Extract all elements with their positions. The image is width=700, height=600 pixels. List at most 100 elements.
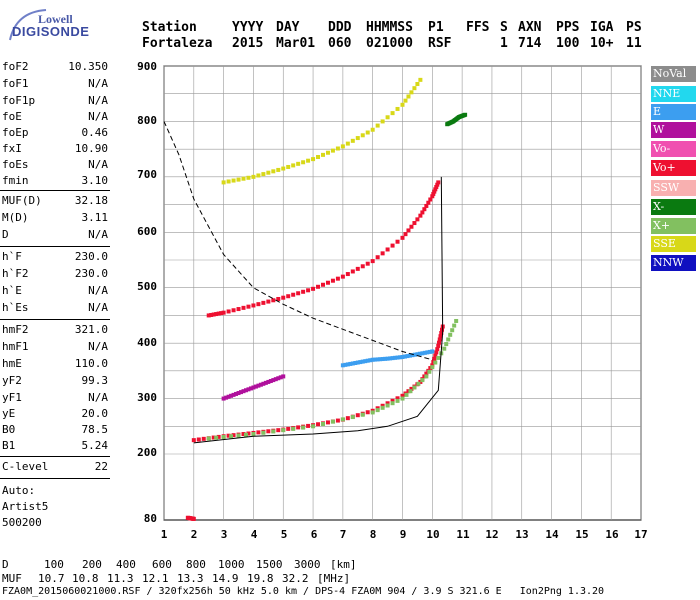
data-point	[360, 133, 365, 138]
data-point	[424, 203, 429, 208]
data-point	[246, 431, 251, 436]
data-point	[437, 337, 442, 342]
data-point	[444, 342, 449, 347]
param-label: foF1	[2, 77, 29, 90]
legend-item-nnw: NNW	[651, 255, 696, 271]
header-iga-label: IGA	[590, 20, 614, 35]
data-point	[330, 148, 335, 153]
data-point	[263, 380, 268, 385]
header-iga-value: 10+	[590, 36, 614, 51]
data-point	[430, 349, 435, 354]
data-point	[373, 357, 378, 362]
data-point	[216, 311, 221, 316]
logo-digisonde: DIGISONDE	[12, 24, 90, 39]
data-point	[405, 354, 410, 359]
data-point	[261, 172, 266, 177]
param-label: B0	[2, 423, 16, 436]
muf-curve	[163, 121, 433, 361]
param-row: fmin 3.10	[2, 174, 108, 187]
data-point	[400, 396, 405, 401]
data-point	[226, 394, 231, 399]
data-point	[321, 282, 325, 287]
data-point	[261, 300, 266, 305]
data-point	[251, 303, 256, 308]
data-point	[435, 347, 440, 352]
param-value: 5.24	[81, 439, 109, 452]
data-point	[434, 350, 439, 355]
data-point	[321, 152, 325, 157]
param-value: 110.0	[74, 357, 108, 370]
data-point	[325, 150, 330, 155]
data-point	[266, 299, 271, 304]
param-row: fxI 10.90	[2, 142, 108, 155]
data-point	[365, 261, 370, 266]
data-point	[390, 111, 395, 116]
param-label: foEp	[2, 126, 29, 139]
data-point	[301, 289, 306, 294]
param-label: fmin	[2, 174, 29, 187]
data-point	[286, 426, 291, 431]
data-point	[368, 358, 373, 363]
param-label: MUF(D)	[2, 194, 42, 207]
y-tick-label: 600	[137, 225, 157, 238]
data-point	[398, 355, 403, 360]
data-point	[393, 355, 398, 360]
footer-d-label: D	[2, 558, 9, 571]
param-label: hmE	[2, 357, 22, 370]
data-point	[271, 429, 276, 434]
data-point	[435, 182, 440, 187]
x-tick-label: 8	[369, 528, 377, 541]
param-value: N/A	[88, 340, 108, 353]
header-yyyy-value: 2015	[232, 36, 264, 51]
data-point	[434, 185, 439, 190]
param-row: MUF(D) 32.18	[2, 194, 108, 207]
data-point	[420, 351, 425, 356]
data-point	[452, 323, 457, 328]
data-point	[395, 106, 400, 111]
y-tick-label: 900	[137, 60, 157, 73]
x-tick-label: 10	[426, 528, 440, 541]
data-point	[311, 157, 316, 162]
footer-d-value: 400	[116, 558, 136, 571]
data-point	[358, 360, 363, 365]
x-tick-label: 9	[399, 528, 407, 541]
data-point	[201, 436, 206, 441]
data-point	[335, 276, 340, 281]
data-point	[209, 312, 214, 317]
data-point	[281, 166, 286, 171]
data-point	[385, 356, 390, 361]
data-point	[415, 217, 420, 222]
data-point	[439, 330, 444, 335]
y-tick-label: 500	[137, 280, 157, 293]
data-point	[306, 288, 311, 293]
legend-item-sse: SSE	[651, 236, 696, 252]
data-point	[375, 255, 380, 260]
data-point	[229, 434, 234, 439]
data-point	[340, 274, 345, 279]
param-value: 10.90	[74, 142, 108, 155]
data-point	[211, 312, 216, 317]
data-point	[316, 284, 321, 289]
data-point	[261, 381, 266, 386]
param-label: B1	[2, 439, 16, 452]
data-point	[370, 410, 375, 415]
data-point	[243, 432, 248, 437]
data-point	[266, 429, 271, 434]
param-row: yF2 99.3	[2, 374, 108, 387]
data-point	[350, 415, 355, 420]
data-point	[395, 396, 400, 401]
data-point	[370, 357, 375, 362]
data-point	[266, 170, 271, 175]
header-s-value: 1	[500, 36, 508, 51]
data-point	[412, 221, 417, 226]
data-point	[243, 388, 248, 393]
data-point	[276, 167, 281, 172]
data-point	[251, 174, 256, 179]
param-label: yF1	[2, 391, 22, 404]
data-point	[311, 286, 316, 291]
data-point	[348, 361, 353, 366]
data-point	[380, 251, 385, 256]
data-point	[410, 353, 415, 358]
data-point	[246, 175, 251, 180]
data-point	[214, 435, 219, 440]
